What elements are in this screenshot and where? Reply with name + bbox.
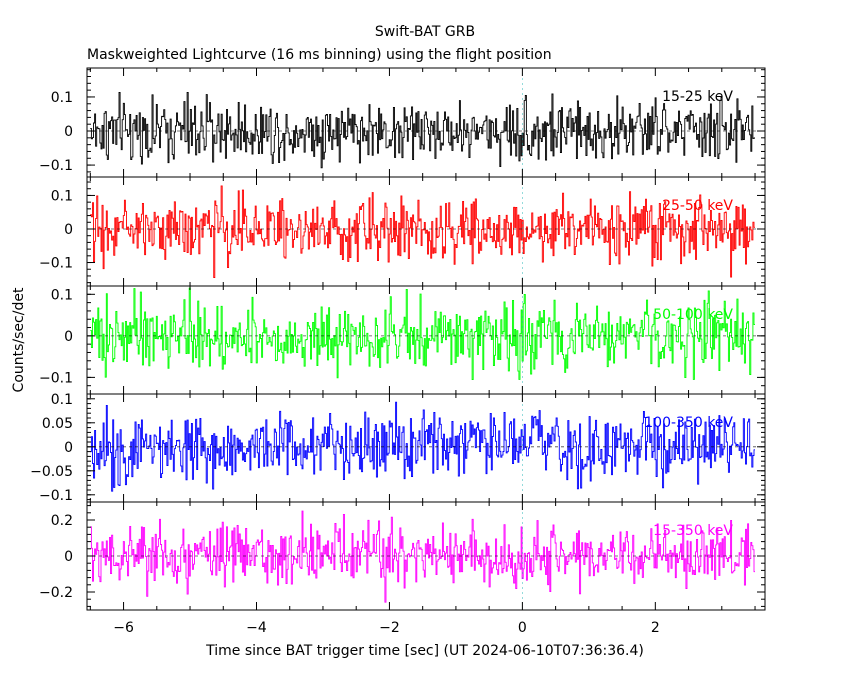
y-tick-label: 0.1 bbox=[51, 392, 73, 408]
y-tick-label: −0.1 bbox=[39, 256, 73, 272]
series-line bbox=[90, 287, 755, 380]
chart-subtitle: Maskweighted Lightcurve (16 ms binning) … bbox=[87, 47, 552, 63]
y-tick-label: 0 bbox=[64, 440, 73, 456]
panel-frame bbox=[86, 67, 766, 178]
y-axis-label: Counts/sec/det bbox=[11, 287, 27, 392]
panel-4: −0.1 −0.05 0 0.05 0.1 100-350 keV bbox=[30, 392, 766, 504]
series-label: 50-100 keV bbox=[653, 307, 733, 323]
y-tick-label: 0.1 bbox=[51, 90, 73, 106]
chart-title: Swift-BAT GRB bbox=[375, 24, 475, 40]
y-tick-label: 0 bbox=[64, 222, 73, 238]
panels-group: −0.1 0 0.1 15-25 keV −0.1 0 0.1 25-50 keV −0.1 0 0… bbox=[30, 67, 766, 636]
panel-3: −0.1 0 0.1 50-100 keV bbox=[39, 285, 766, 395]
y-tick-label: −0.2 bbox=[39, 585, 73, 601]
series-line bbox=[90, 401, 755, 492]
y-tick-label: −0.1 bbox=[39, 488, 73, 504]
series-line bbox=[90, 91, 755, 169]
series-label: 25-50 keV bbox=[662, 198, 733, 214]
series-line bbox=[90, 510, 755, 603]
x-tick-label: −4 bbox=[246, 620, 267, 636]
y-tick-label: −0.1 bbox=[39, 158, 73, 174]
y-tick-label: 0 bbox=[64, 124, 73, 140]
series-label: 15-350 keV bbox=[653, 523, 733, 539]
y-tick-label: 0.1 bbox=[51, 188, 73, 204]
y-tick-label: 0.1 bbox=[51, 287, 73, 303]
y-tick-label: 0.05 bbox=[42, 416, 73, 432]
y-tick-label: −0.1 bbox=[39, 370, 73, 386]
y-tick-label: 0 bbox=[64, 549, 73, 565]
series-line bbox=[90, 185, 755, 278]
x-tick-label: −6 bbox=[113, 620, 134, 636]
series-label: 100-350 keV bbox=[644, 415, 733, 431]
y-tick-label: 0 bbox=[64, 329, 73, 345]
x-tick-label: 2 bbox=[651, 620, 660, 636]
x-tick-label: −2 bbox=[379, 620, 400, 636]
series-label: 15-25 keV bbox=[662, 89, 733, 105]
x-tick-label: 0 bbox=[518, 620, 527, 636]
y-tick-label: −0.05 bbox=[30, 464, 73, 480]
x-axis-label: Time since BAT trigger time [sec] (UT 20… bbox=[205, 643, 644, 659]
y-tick-label: 0.2 bbox=[51, 513, 73, 529]
panel-2: −0.1 0 0.1 25-50 keV bbox=[39, 176, 766, 287]
panel-5: −0.2 0 0.2 15-350 keV bbox=[39, 501, 766, 611]
panel-1: −0.1 0 0.1 15-25 keV bbox=[39, 67, 766, 178]
